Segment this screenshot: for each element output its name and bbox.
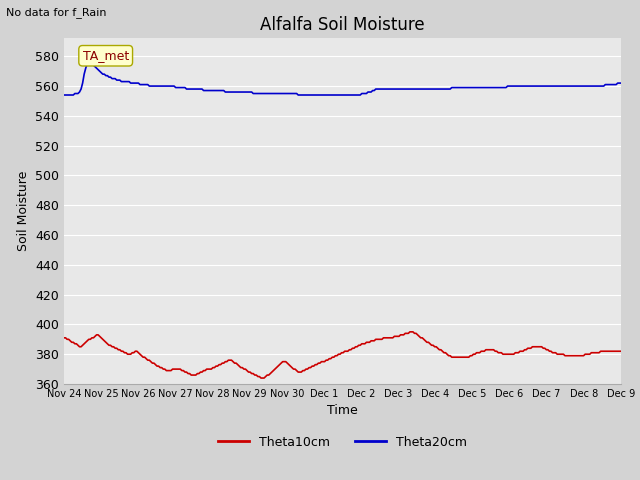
Title: Alfalfa Soil Moisture: Alfalfa Soil Moisture	[260, 16, 425, 34]
X-axis label: Time: Time	[327, 405, 358, 418]
Y-axis label: Soil Moisture: Soil Moisture	[17, 171, 29, 252]
Text: TA_met: TA_met	[83, 49, 129, 62]
Text: No data for f_Rain: No data for f_Rain	[6, 7, 107, 18]
Legend: Theta10cm, Theta20cm: Theta10cm, Theta20cm	[212, 431, 472, 454]
